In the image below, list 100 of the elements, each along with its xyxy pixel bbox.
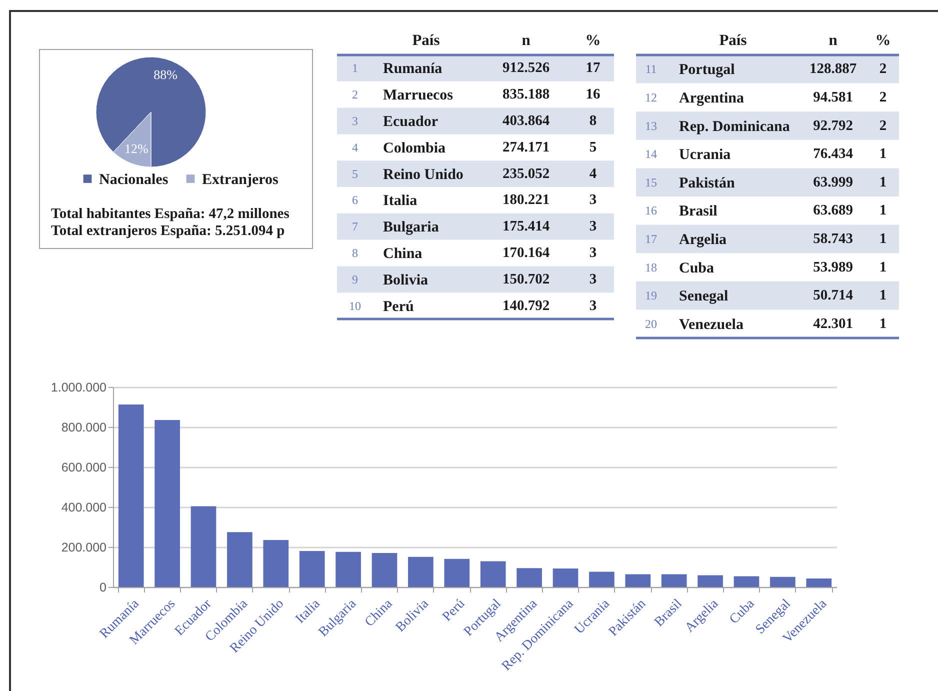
data-label: 2 <box>352 88 358 102</box>
data-label: 5 <box>589 139 597 156</box>
text: % <box>585 32 601 49</box>
bar <box>516 568 542 587</box>
data-label: 4 <box>352 140 358 154</box>
data-label: 1 <box>879 316 887 332</box>
text: % <box>875 32 891 49</box>
legend-label: Nacionales <box>99 172 168 188</box>
data-label: 5 <box>352 166 358 181</box>
data-label: 1 <box>879 259 887 276</box>
data-label: 53.989 <box>813 259 853 276</box>
category-label: Reino Unido <box>383 166 464 183</box>
data-label: 140.792 <box>502 298 550 314</box>
text: Total habitantes España: 47,2 millones <box>51 206 290 222</box>
bar <box>734 576 760 587</box>
data-label: 14 <box>645 147 657 162</box>
data-label: 1 <box>879 202 887 219</box>
data-label: 912.526 <box>502 60 550 76</box>
data-label: 17 <box>645 232 657 246</box>
bar <box>190 506 216 587</box>
data-label: 92.792 <box>813 118 853 134</box>
category-label: Cuba <box>679 260 715 276</box>
data-label: 7 <box>352 220 358 234</box>
data-label: 2 <box>879 61 887 78</box>
data-label: 4 <box>589 166 597 182</box>
category-label: Colombia <box>383 140 446 156</box>
category-label: Rep. Dominicana <box>679 118 790 135</box>
data-label: 835.188 <box>502 86 550 103</box>
text: Total extranjeros España: 5.251.094 p <box>51 223 285 239</box>
data-label: 18 <box>645 260 657 274</box>
data-label: 1 <box>879 174 887 190</box>
data-label: 1 <box>879 288 887 304</box>
data-label: 63.689 <box>813 202 853 219</box>
category-label: Marruecos <box>383 88 454 104</box>
data-label: 3 <box>589 245 597 261</box>
category-label: Ecuador <box>383 114 438 130</box>
category-label: Bolivia <box>383 272 429 288</box>
pie-slice <box>96 56 206 168</box>
category-label: Argelia <box>679 232 727 248</box>
bar <box>698 575 723 587</box>
category-label: Pakistán <box>679 175 736 192</box>
data-label: 76.434 <box>813 146 853 162</box>
bar <box>552 568 578 587</box>
category-label: Brasil <box>679 204 718 220</box>
bar <box>661 574 687 587</box>
data-label: 12 <box>645 90 657 104</box>
data-label: 16 <box>645 204 657 218</box>
bar <box>372 552 398 587</box>
category-label: Venezuela <box>679 316 744 333</box>
category-label: Senegal <box>679 288 728 305</box>
data-label: 11 <box>645 62 657 76</box>
y-tick-label: 200.000 <box>61 540 107 554</box>
bar <box>770 576 796 587</box>
category-label: Perú <box>383 298 414 315</box>
data-label: 175.414 <box>502 218 550 235</box>
legend-label: Extranjeros <box>202 172 279 188</box>
text: n <box>828 32 838 49</box>
category-label: Rumanía <box>383 61 443 78</box>
data-label: 94.581 <box>813 89 853 106</box>
category-label: Italia <box>383 193 418 210</box>
bar <box>336 552 361 587</box>
bar <box>444 558 470 587</box>
data-label: 8 <box>589 113 597 129</box>
data-label: 1 <box>879 230 887 247</box>
data-label: 3 <box>589 298 597 314</box>
data-label: 13 <box>645 118 657 133</box>
data-label: 10 <box>349 298 361 313</box>
category-label: China <box>383 246 423 262</box>
category-label: Portugal <box>679 62 735 78</box>
data-label: 2 <box>879 118 887 134</box>
data-label: 42.301 <box>813 316 853 332</box>
data-label: 170.164 <box>502 245 550 261</box>
data-label: 3 <box>589 271 597 288</box>
data-label: 2 <box>879 89 887 106</box>
data-label: 128.887 <box>809 61 857 78</box>
data-label: 235.052 <box>502 166 550 182</box>
y-tick-label: 1.000.000 <box>50 380 107 394</box>
data-label: 16 <box>586 86 600 103</box>
y-tick-label: 600.000 <box>61 460 107 474</box>
data-label: 20 <box>645 316 657 331</box>
category-label: Ucrania <box>679 147 732 164</box>
y-tick-label: 800.000 <box>61 420 107 434</box>
data-label: 88% <box>154 67 178 82</box>
y-tick-label: 400.000 <box>61 500 107 514</box>
bar <box>480 561 506 587</box>
data-label: 8 <box>352 246 358 260</box>
text: n <box>522 32 531 49</box>
bar <box>806 578 832 587</box>
y-tick-label: 0 <box>100 580 107 594</box>
bar <box>408 556 434 587</box>
data-label: 3 <box>352 114 358 128</box>
data-label: 1 <box>352 61 358 76</box>
data-label: 19 <box>645 288 657 303</box>
data-label: 180.221 <box>502 192 550 208</box>
bar <box>589 572 614 587</box>
data-label: 6 <box>352 193 358 208</box>
data-label: 1 <box>879 146 887 162</box>
data-label: 274.171 <box>502 139 550 156</box>
data-label: 150.702 <box>502 271 550 288</box>
category-label: Argentina <box>679 90 744 106</box>
